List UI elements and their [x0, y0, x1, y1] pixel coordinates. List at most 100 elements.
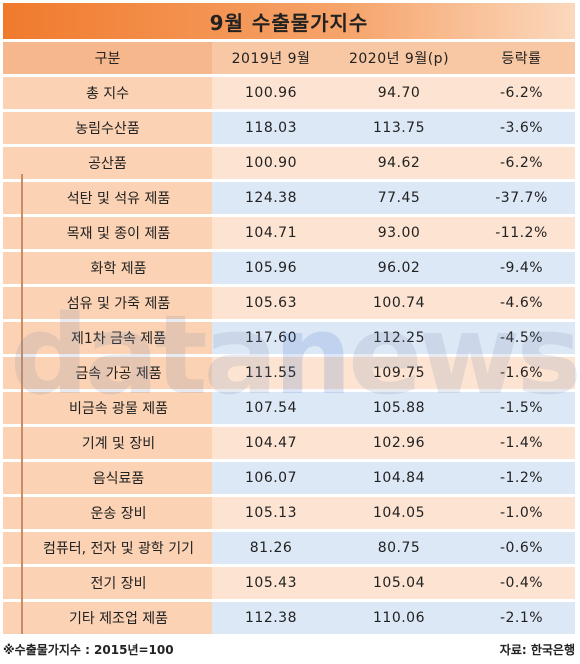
table-row: 화학 제품 105.96 96.02 -9.4% — [3, 252, 575, 284]
table-row: 섬유 및 가죽 제품 105.63 100.74 -4.6% — [3, 287, 575, 319]
change-rate: -1.2% — [468, 462, 575, 494]
value-2020: 102.96 — [330, 427, 468, 459]
row-label-cell: 목재 및 종이 제품 — [3, 217, 212, 249]
row-label-cell: 음식료품 — [3, 462, 212, 494]
table-row: 전기 장비 105.43 105.04 -0.4% — [3, 567, 575, 599]
change-rate: -2.1% — [468, 602, 575, 634]
value-2020: 94.70 — [330, 77, 468, 109]
table-row: 공산품 100.90 94.62 -6.2% — [3, 147, 575, 179]
value-2019: 81.26 — [212, 532, 330, 564]
value-2020: 94.62 — [330, 147, 468, 179]
value-2019: 117.60 — [212, 322, 330, 354]
header-cell: 2019년 9월 — [212, 42, 330, 74]
change-rate: -11.2% — [468, 217, 575, 249]
table-row: 음식료품 106.07 104.84 -1.2% — [3, 462, 575, 494]
source-note: 자료: 한국은행 — [499, 642, 575, 657]
value-2019: 107.54 — [212, 392, 330, 424]
change-rate: -1.5% — [468, 392, 575, 424]
change-rate: -37.7% — [468, 182, 575, 214]
change-rate: -1.6% — [468, 357, 575, 389]
table-row: 농림수산품 118.03 113.75 -3.6% — [3, 112, 575, 144]
value-2020: 113.75 — [330, 112, 468, 144]
row-label: 금속 가공 제품 — [75, 366, 162, 382]
change-rate: -9.4% — [468, 252, 575, 284]
row-label: 농림수산품 — [3, 112, 212, 144]
row-label: 공산품 — [3, 147, 212, 179]
footer: ※수출물가지수 : 2015년=100 자료: 한국은행 — [3, 639, 575, 659]
value-2020: 112.25 — [330, 322, 468, 354]
value-2019: 105.96 — [212, 252, 330, 284]
value-2020: 77.45 — [330, 182, 468, 214]
row-label-cell: 기타 제조업 제품 — [3, 602, 212, 634]
row-label-cell: 석탄 및 석유 제품 — [3, 182, 212, 214]
value-2020: 104.05 — [330, 497, 468, 529]
value-2019: 112.38 — [212, 602, 330, 634]
value-2019: 100.90 — [212, 147, 330, 179]
table-row: 총 지수 100.96 94.70 -6.2% — [3, 77, 575, 109]
value-2019: 124.38 — [212, 182, 330, 214]
row-label: 컴퓨터, 전자 및 광학 기기 — [42, 541, 195, 557]
value-2020: 100.74 — [330, 287, 468, 319]
row-label-cell: 화학 제품 — [3, 252, 212, 284]
row-label: 기타 제조업 제품 — [68, 611, 169, 627]
row-label: 화학 제품 — [90, 261, 147, 277]
row-label: 기계 및 장비 — [81, 436, 156, 452]
row-label-cell: 기계 및 장비 — [3, 427, 212, 459]
table-row: 제1차 금속 제품 117.60 112.25 -4.5% — [3, 322, 575, 354]
value-2019: 105.13 — [212, 497, 330, 529]
row-label-cell: 운송 장비 — [3, 497, 212, 529]
value-2020: 93.00 — [330, 217, 468, 249]
table-row: 기타 제조업 제품 112.38 110.06 -2.1% — [3, 602, 575, 634]
value-2019: 104.71 — [212, 217, 330, 249]
change-rate: -3.6% — [468, 112, 575, 144]
change-rate: -4.5% — [468, 322, 575, 354]
value-2020: 80.75 — [330, 532, 468, 564]
row-label: 비금속 광물 제품 — [68, 401, 169, 417]
change-rate: -6.2% — [468, 77, 575, 109]
row-label: 목재 및 종이 제품 — [66, 226, 171, 242]
table-header-row: 구분 2019년 9월 2020년 9월(p) 등락률 — [3, 42, 575, 74]
row-label: 총 지수 — [3, 77, 212, 109]
header-cell: 등락률 — [468, 42, 575, 74]
header-cell: 구분 — [3, 42, 212, 74]
value-2019: 104.47 — [212, 427, 330, 459]
value-2020: 96.02 — [330, 252, 468, 284]
row-label: 제1차 금속 제품 — [70, 331, 167, 347]
table-title: 9월 수출물가지수 — [3, 3, 575, 39]
row-label-cell: 금속 가공 제품 — [3, 357, 212, 389]
row-label-cell: 비금속 광물 제품 — [3, 392, 212, 424]
row-label-cell: 제1차 금속 제품 — [3, 322, 212, 354]
value-2020: 109.75 — [330, 357, 468, 389]
value-2019: 105.63 — [212, 287, 330, 319]
value-2019: 105.43 — [212, 567, 330, 599]
table-row: 운송 장비 105.13 104.05 -1.0% — [3, 497, 575, 529]
footnote: ※수출물가지수 : 2015년=100 — [3, 642, 174, 657]
value-2019: 100.96 — [212, 77, 330, 109]
value-2020: 105.88 — [330, 392, 468, 424]
table-row: 기계 및 장비 104.47 102.96 -1.4% — [3, 427, 575, 459]
value-2020: 110.06 — [330, 602, 468, 634]
value-2020: 105.04 — [330, 567, 468, 599]
value-2019: 106.07 — [212, 462, 330, 494]
value-2019: 118.03 — [212, 112, 330, 144]
row-label: 음식료품 — [92, 471, 145, 487]
table-row: 석탄 및 석유 제품 124.38 77.45 -37.7% — [3, 182, 575, 214]
change-rate: -1.4% — [468, 427, 575, 459]
value-2020: 104.84 — [330, 462, 468, 494]
change-rate: -4.6% — [468, 287, 575, 319]
subcategory-indent-line — [21, 174, 23, 634]
change-rate: -6.2% — [468, 147, 575, 179]
table-row: 목재 및 종이 제품 104.71 93.00 -11.2% — [3, 217, 575, 249]
table-row: 금속 가공 제품 111.55 109.75 -1.6% — [3, 357, 575, 389]
row-label: 운송 장비 — [90, 506, 147, 522]
change-rate: -0.4% — [468, 567, 575, 599]
table-row: 컴퓨터, 전자 및 광학 기기 81.26 80.75 -0.6% — [3, 532, 575, 564]
row-label: 섬유 및 가죽 제품 — [66, 296, 171, 312]
row-label-cell: 전기 장비 — [3, 567, 212, 599]
row-label-cell: 섬유 및 가죽 제품 — [3, 287, 212, 319]
change-rate: -0.6% — [468, 532, 575, 564]
value-2019: 111.55 — [212, 357, 330, 389]
row-label-cell: 컴퓨터, 전자 및 광학 기기 — [3, 532, 212, 564]
row-label: 석탄 및 석유 제품 — [66, 191, 171, 207]
header-cell: 2020년 9월(p) — [330, 42, 468, 74]
